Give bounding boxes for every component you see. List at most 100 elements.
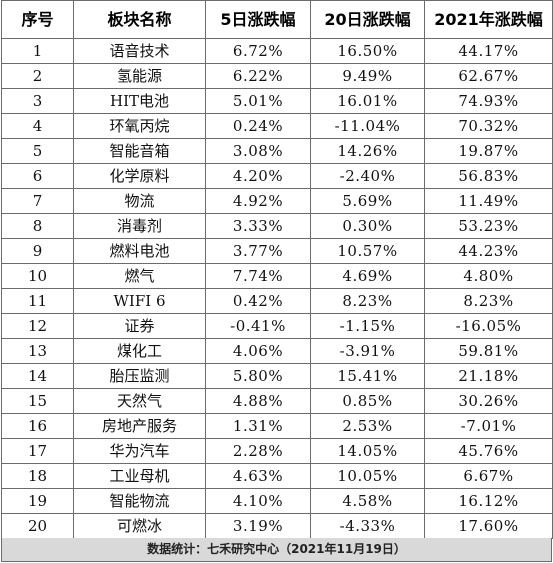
cell-5day-change: 4.92% — [205, 188, 311, 214]
cell-sector-name: 煤化工 — [73, 338, 206, 364]
cell-index: 18 — [1, 463, 74, 489]
cell-index: 9 — [1, 238, 74, 264]
cell-index: 14 — [1, 363, 74, 389]
cell-5day-change: -0.41% — [205, 313, 311, 339]
cell-5day-change: 3.33% — [205, 213, 311, 239]
cell-sector-name: 环氧丙烷 — [73, 113, 206, 139]
cell-20day-change: 10.57% — [310, 238, 425, 264]
table-row: 18 工业母机 4.63% 10.05% 6.67% — [1, 463, 553, 489]
table-row: 12 证券 -0.41% -1.15% -16.05% — [1, 313, 553, 339]
cell-5day-change: 3.19% — [205, 513, 311, 539]
cell-5day-change: 4.63% — [205, 463, 311, 489]
cell-sector-name: 天然气 — [73, 388, 206, 414]
cell-2021-change: 17.60% — [424, 513, 553, 539]
cell-20day-change: -3.91% — [310, 338, 425, 364]
cell-2021-change: 21.18% — [424, 363, 553, 389]
cell-5day-change: 6.22% — [205, 63, 311, 89]
table-row: 16 房地产服务 1.31% 2.53% -7.01% — [1, 413, 553, 439]
cell-sector-name: 氢能源 — [73, 63, 206, 89]
cell-2021-change: -16.05% — [424, 313, 553, 339]
cell-index: 11 — [1, 288, 74, 314]
cell-index: 19 — [1, 488, 74, 514]
cell-index: 1 — [1, 38, 74, 64]
cell-2021-change: 45.76% — [424, 438, 553, 464]
cell-20day-change: 10.05% — [310, 463, 425, 489]
cell-2021-change: 6.67% — [424, 463, 553, 489]
cell-index: 10 — [1, 263, 74, 289]
cell-20day-change: 16.01% — [310, 88, 425, 114]
cell-2021-change: 44.23% — [424, 238, 553, 264]
cell-sector-name: 工业母机 — [73, 463, 206, 489]
cell-index: 4 — [1, 113, 74, 139]
cell-5day-change: 4.06% — [205, 338, 311, 364]
table-row: 10 燃气 7.74% 4.69% 4.80% — [1, 263, 553, 289]
table-row: 19 智能物流 4.10% 4.58% 16.12% — [1, 488, 553, 514]
cell-index: 12 — [1, 313, 74, 339]
cell-5day-change: 4.20% — [205, 163, 311, 189]
cell-20day-change: 0.30% — [310, 213, 425, 239]
cell-sector-name: 房地产服务 — [73, 413, 206, 439]
cell-20day-change: 9.49% — [310, 63, 425, 89]
cell-index: 7 — [1, 188, 74, 214]
cell-2021-change: 53.23% — [424, 213, 553, 239]
cell-2021-change: 11.49% — [424, 188, 553, 214]
cell-20day-change: -4.33% — [310, 513, 425, 539]
header-index: 序号 — [1, 0, 74, 39]
cell-5day-change: 4.10% — [205, 488, 311, 514]
cell-5day-change: 3.77% — [205, 238, 311, 264]
table-row: 8 消毒剂 3.33% 0.30% 53.23% — [1, 213, 553, 239]
cell-sector-name: 智能物流 — [73, 488, 206, 514]
cell-sector-name: 燃料电池 — [73, 238, 206, 264]
cell-sector-name: 燃气 — [73, 263, 206, 289]
cell-2021-change: 74.93% — [424, 88, 553, 114]
cell-2021-change: 62.67% — [424, 63, 553, 89]
cell-5day-change: 3.08% — [205, 138, 311, 164]
cell-2021-change: 59.81% — [424, 338, 553, 364]
cell-20day-change: 15.41% — [310, 363, 425, 389]
table-row: 6 化学原料 4.20% -2.40% 56.83% — [1, 163, 553, 189]
cell-5day-change: 0.42% — [205, 288, 311, 314]
cell-sector-name: 证券 — [73, 313, 206, 339]
cell-sector-name: 华为汽车 — [73, 438, 206, 464]
table-row: 2 氢能源 6.22% 9.49% 62.67% — [1, 63, 553, 89]
table-row: 11 WIFI 6 0.42% 8.23% 8.23% — [1, 288, 553, 314]
cell-20day-change: 0.85% — [310, 388, 425, 414]
cell-index: 13 — [1, 338, 74, 364]
cell-sector-name: 消毒剂 — [73, 213, 206, 239]
table-row: 20 可燃冰 3.19% -4.33% 17.60% — [1, 513, 553, 539]
cell-20day-change: 14.26% — [310, 138, 425, 164]
cell-20day-change: -11.04% — [310, 113, 425, 139]
cell-5day-change: 5.01% — [205, 88, 311, 114]
cell-index: 8 — [1, 213, 74, 239]
cell-2021-change: 8.23% — [424, 288, 553, 314]
cell-index: 20 — [1, 513, 74, 539]
cell-index: 5 — [1, 138, 74, 164]
table-row: 13 煤化工 4.06% -3.91% 59.81% — [1, 338, 553, 364]
sector-table: 序号 板块名称 5日涨跌幅 20日涨跌幅 2021年涨跌幅 1 语音技术 6.72%… — [1, 0, 553, 539]
cell-5day-change: 7.74% — [205, 263, 311, 289]
cell-index: 3 — [1, 88, 74, 114]
header-2021-change: 2021年涨跌幅 — [424, 0, 553, 39]
cell-2021-change: -7.01% — [424, 413, 553, 439]
header-5day-change: 5日涨跌幅 — [205, 0, 311, 39]
cell-sector-name: 可燃冰 — [73, 513, 206, 539]
table-row: 3 HIT电池 5.01% 16.01% 74.93% — [1, 88, 553, 114]
table-row: 1 语音技术 6.72% 16.50% 44.17% — [1, 38, 553, 64]
cell-5day-change: 5.80% — [205, 363, 311, 389]
table-row: 9 燃料电池 3.77% 10.57% 44.23% — [1, 238, 553, 264]
table-row: 17 华为汽车 2.28% 14.05% 45.76% — [1, 438, 553, 464]
cell-sector-name: WIFI 6 — [73, 288, 206, 314]
cell-sector-name: HIT电池 — [73, 88, 206, 114]
cell-20day-change: 16.50% — [310, 38, 425, 64]
cell-sector-name: 语音技术 — [73, 38, 206, 64]
cell-index: 6 — [1, 163, 74, 189]
cell-20day-change: 4.69% — [310, 263, 425, 289]
header-row: 序号 板块名称 5日涨跌幅 20日涨跌幅 2021年涨跌幅 — [1, 0, 553, 39]
cell-2021-change: 70.32% — [424, 113, 553, 139]
table-row: 15 天然气 4.88% 0.85% 30.26% — [1, 388, 553, 414]
cell-index: 16 — [1, 413, 74, 439]
table-row: 7 物流 4.92% 5.69% 11.49% — [1, 188, 553, 214]
cell-5day-change: 4.88% — [205, 388, 311, 414]
cell-sector-name: 化学原料 — [73, 163, 206, 189]
